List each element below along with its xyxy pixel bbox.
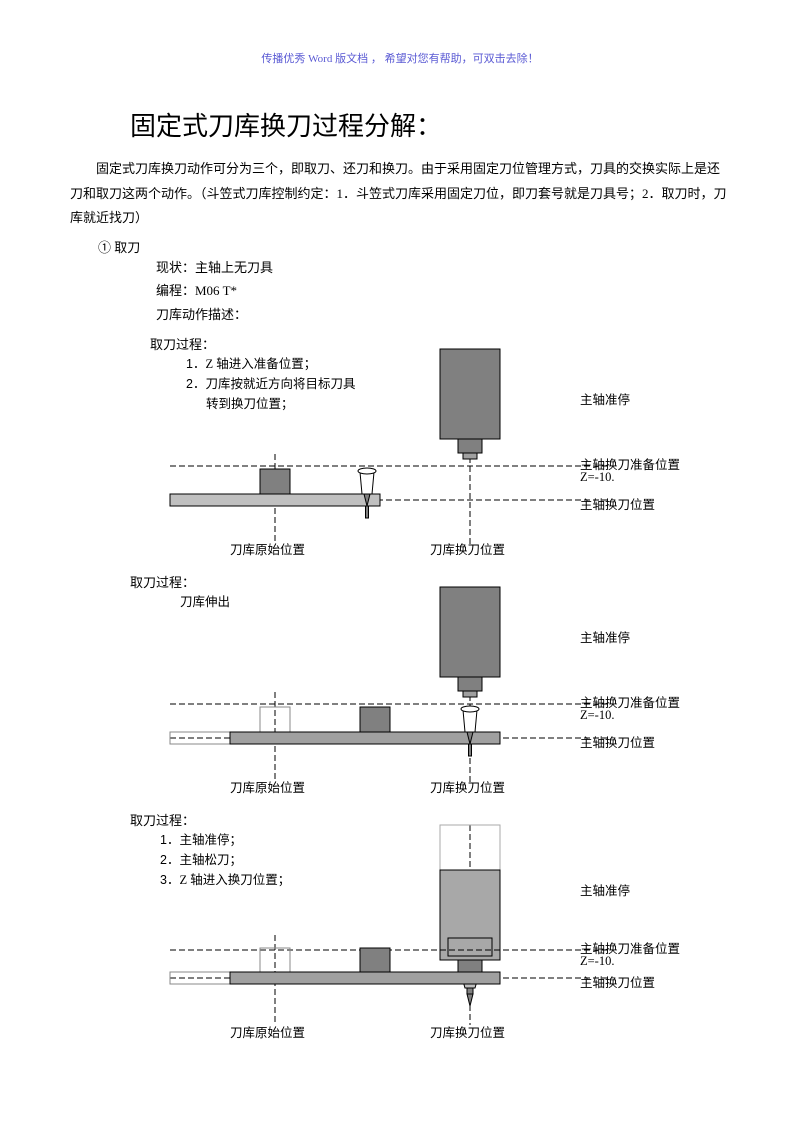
top-banner: 传播优秀 Word 版文档 ， 希望对您有帮助，可双击去除！ xyxy=(70,50,730,66)
intro-para: 固定式刀库换刀动作可分为三个，即取刀、还刀和换刀。由于采用固定刀位管理方式，刀具… xyxy=(70,157,730,231)
d3-lbl-origin: 刀库原始位置 xyxy=(230,1022,305,1041)
d3-lbl-stop: 主轴准停 xyxy=(580,880,630,899)
d1-lbl-stop: 主轴准停 xyxy=(580,389,630,408)
d2-lbl-origin: 刀库原始位置 xyxy=(230,777,305,796)
d1-lbl-z: Z=-10. xyxy=(580,470,614,485)
d3-svg xyxy=(100,810,720,1050)
d1-lbl-chgpos: 刀库换刀位置 xyxy=(430,539,505,558)
d2-lbl-chg: 主轴换刀位置 xyxy=(580,732,655,751)
d3-lbl-chg: 主轴换刀位置 xyxy=(580,972,655,991)
step-1-l1: 现状：主轴上无刀具 xyxy=(156,256,730,279)
d2-lbl-chgpos: 刀库换刀位置 xyxy=(430,777,505,796)
d1-lbl-chg: 主轴换刀位置 xyxy=(580,494,655,513)
d2-svg xyxy=(100,572,720,802)
step-1-head: ① 取刀 xyxy=(98,237,730,256)
page-title: 固定式刀库换刀过程分解： xyxy=(130,106,730,143)
d2-lbl-stop: 主轴准停 xyxy=(580,627,630,646)
diagram-3: 取刀过程： 1．主轴准停； 2．主轴松刀； 3．Z 轴进入换刀位置； xyxy=(100,810,720,1050)
d3-lbl-chgpos: 刀库换刀位置 xyxy=(430,1022,505,1041)
step-1-l3: 刀库动作描述： xyxy=(156,303,730,326)
diagram-2: 取刀过程： 刀库伸出 主轴准停 主轴换刀准备位置 Z=-10. xyxy=(100,572,720,802)
step-1-l2: 编程：M06 T* xyxy=(156,279,730,302)
d1-lbl-origin: 刀库原始位置 xyxy=(230,539,305,558)
d3-lbl-z: Z=-10. xyxy=(580,954,614,969)
diagram-1: 取刀过程： 1．Z 轴进入准备位置； 2．刀库按就近方向将目标刀具 转到换刀位置… xyxy=(100,334,720,564)
d2-lbl-z: Z=-10. xyxy=(580,708,614,723)
d1-svg xyxy=(100,334,720,564)
